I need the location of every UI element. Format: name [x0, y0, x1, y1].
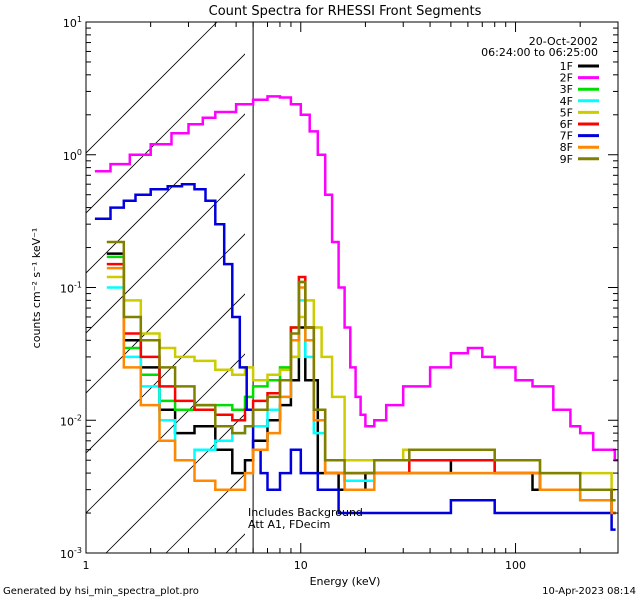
annotation: Includes Background Att A1, FDecim [248, 506, 363, 531]
legend-label: 7F [560, 130, 573, 143]
y-axis-label: counts cm⁻² s⁻¹ keV⁻¹ [30, 228, 43, 349]
y-tick-label: 10-3 [60, 546, 82, 561]
series-9F-line [106, 240, 616, 502]
legend-label: 5F [560, 106, 573, 119]
hatch-line [526, 0, 640, 553]
hatch-line [86, 113, 245, 274]
hatch-line [86, 293, 245, 454]
y-tick-label: 100 [63, 148, 82, 163]
legend-label: 4F [560, 95, 573, 108]
y-tick-label: 10-2 [60, 413, 82, 428]
footer-timestamp: 10-Apr-2023 08:14 [542, 586, 636, 597]
hatch-line [86, 353, 245, 514]
chart-title: Count Spectra for RHESSI Front Segments [209, 4, 482, 19]
series-5F-line [106, 275, 616, 491]
legend-label: 9F [560, 153, 573, 166]
hatch-line [86, 233, 245, 394]
legend-label: 3F [560, 83, 573, 96]
hatch-line [105, 413, 245, 553]
date-label: 20-Oct-2002 [529, 35, 598, 48]
legend-label: 2F [560, 72, 573, 85]
time-range-label: 06:24:00 to 06:25:00 [481, 46, 598, 59]
x-axis: 1 10 100 [83, 22, 619, 572]
hatch-line [86, 173, 245, 334]
annotation-line-2: Att A1, FDecim [248, 518, 330, 531]
y-axis: 10-3 10-2 10-1 100 101 [60, 15, 618, 561]
series-group [94, 95, 618, 531]
hatch-line [346, 0, 640, 553]
x-tick-label: 10 [294, 559, 308, 572]
legend-label: 8F [560, 141, 573, 154]
legend-label: 1F [560, 60, 573, 73]
excluded-energy-hatch [86, 0, 640, 553]
series-2F-line [94, 95, 618, 462]
hatch-line [586, 0, 640, 553]
x-tick-label: 1 [83, 559, 90, 572]
y-tick-label: 101 [63, 15, 82, 30]
annotation-line-1: Includes Background [248, 506, 363, 519]
hatch-line [466, 0, 640, 553]
x-axis-label: Energy (keV) [310, 575, 381, 588]
hatch-line [86, 22, 218, 154]
y-tick-label: 10-1 [60, 281, 82, 296]
hatch-line [225, 533, 245, 553]
hatch-line [86, 53, 245, 214]
footer-generated-by: Generated by hsi_min_spectra_plot.pro [3, 586, 199, 597]
legend-label: 6F [560, 118, 573, 131]
hatch-line [406, 0, 640, 553]
series-7F-line [94, 182, 616, 531]
x-tick-label: 100 [505, 559, 526, 572]
